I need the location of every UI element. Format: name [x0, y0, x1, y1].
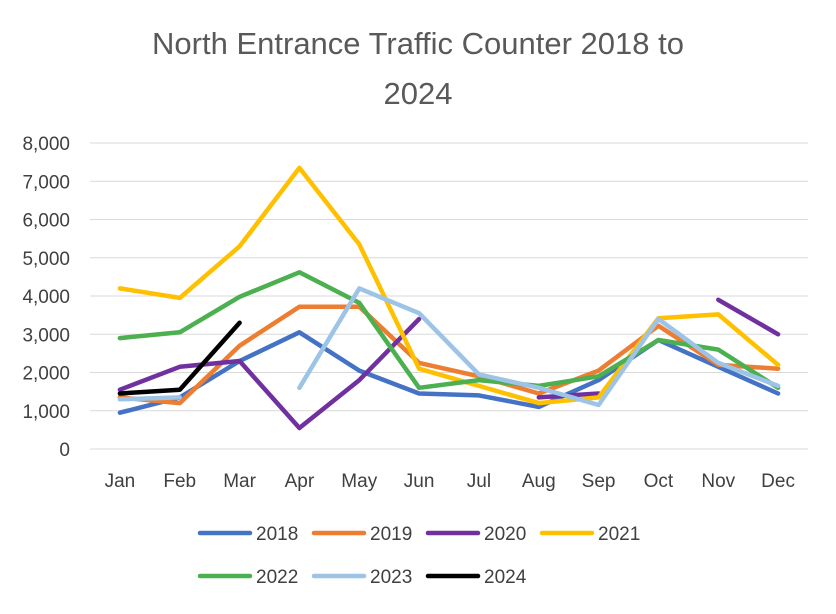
series-lines — [117, 165, 781, 431]
series-2022 — [117, 270, 781, 391]
x-axis-tick-labels: Jan Feb Mar Apr May Jun Jul Aug Sep Oct Nov Dec — [105, 471, 795, 492]
series-line-2022 — [117, 270, 781, 391]
series-line-2020 — [716, 297, 781, 337]
legend-label: 2023 — [370, 567, 412, 588]
series-2019 — [117, 304, 781, 406]
legend-label: 2019 — [370, 524, 412, 545]
legend-item-2024: 2024 — [425, 567, 527, 588]
x-tick-label-jan: Jan — [105, 471, 136, 492]
series-2021 — [117, 165, 781, 406]
series-line-2024 — [117, 320, 242, 396]
x-tick-label-jul: Jul — [467, 471, 491, 492]
chart-title-line-1: North Entrance Traffic Counter 2018 to — [152, 26, 684, 61]
y-tick-label: 1,000 — [22, 402, 70, 423]
gridlines — [90, 142, 808, 450]
y-tick-label: 8,000 — [22, 134, 70, 155]
series-2018 — [117, 330, 781, 415]
x-tick-label-dec: Dec — [761, 471, 795, 492]
x-tick-label-sep: Sep — [582, 471, 616, 492]
x-tick-label-aug: Aug — [522, 471, 556, 492]
legend-item-2022: 2022 — [197, 567, 298, 588]
legend-item-2018: 2018 — [197, 524, 298, 545]
legend-item-2021: 2021 — [539, 524, 640, 545]
legend-item-2023: 2023 — [311, 567, 412, 588]
x-tick-label-jun: Jun — [404, 471, 435, 492]
series-2024 — [117, 320, 242, 396]
y-tick-label: 4,000 — [22, 287, 70, 308]
legend-item-2020: 2020 — [425, 524, 526, 545]
y-tick-label: 2,000 — [22, 364, 70, 385]
legend-label: 2024 — [484, 567, 527, 588]
series-line-2023 — [117, 395, 183, 402]
y-axis-tick-labels: 0 1,000 2,000 3,000 4,000 5,000 6,000 7,000 8,00… — [22, 134, 70, 461]
series-line-2020 — [117, 316, 422, 431]
x-tick-label-mar: Mar — [223, 471, 256, 492]
y-tick-label: 7,000 — [22, 172, 70, 193]
y-tick-label: 3,000 — [22, 325, 70, 346]
y-tick-label: 5,000 — [22, 249, 70, 270]
legend-item-2019: 2019 — [311, 524, 412, 545]
chart-title-line-2: 2024 — [384, 76, 453, 111]
x-tick-label-feb: Feb — [163, 471, 196, 492]
series-line-2018 — [117, 330, 781, 415]
legend: 2018 2019 2020 2021 2022 2023 2024 — [197, 524, 640, 588]
x-tick-label-apr: Apr — [285, 471, 315, 492]
x-tick-label-oct: Oct — [644, 471, 674, 492]
x-tick-label-may: May — [341, 471, 377, 492]
series-line-2023 — [297, 286, 781, 408]
legend-label: 2022 — [256, 567, 298, 588]
x-tick-label-nov: Nov — [701, 471, 735, 492]
series-line-2019 — [117, 304, 781, 406]
y-tick-label: 6,000 — [22, 211, 70, 232]
legend-label: 2018 — [256, 524, 298, 545]
series-2023 — [117, 286, 781, 408]
series-line-2021 — [117, 165, 781, 406]
y-tick-label: 0 — [59, 440, 70, 461]
legend-label: 2021 — [598, 524, 640, 545]
legend-label: 2020 — [484, 524, 526, 545]
